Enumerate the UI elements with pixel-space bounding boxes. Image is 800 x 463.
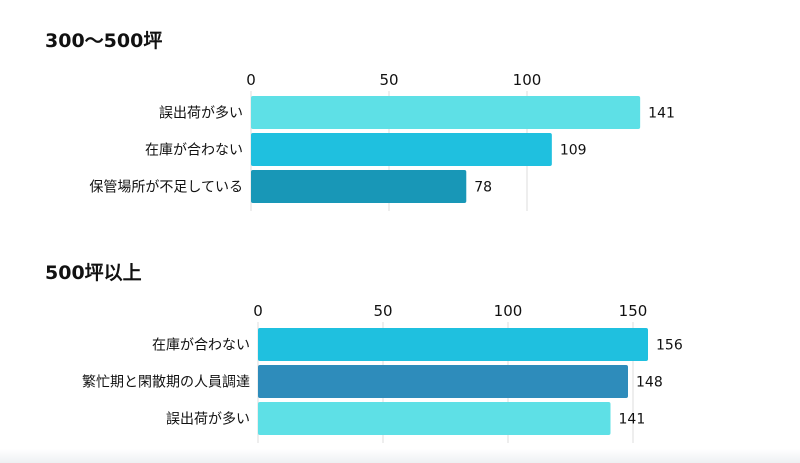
x-tick-label: 150 xyxy=(619,302,648,320)
x-tick-label: 100 xyxy=(513,71,542,89)
x-tick-label: 0 xyxy=(253,302,263,320)
value-label: 109 xyxy=(560,143,587,159)
value-label: 141 xyxy=(619,412,646,428)
value-label: 141 xyxy=(648,106,675,122)
value-label: 156 xyxy=(656,338,683,354)
x-tick-label: 0 xyxy=(246,71,256,89)
category-label: 在庫が合わない xyxy=(145,142,243,159)
x-tick-label: 50 xyxy=(373,302,392,320)
value-label: 148 xyxy=(636,375,663,391)
category-label: 誤出荷が多い xyxy=(166,411,250,428)
chart-1: 300〜500坪 0 50 100 誤出荷が多い 141 在庫が合わない 109 保管場所が不足… xyxy=(45,30,675,211)
bar xyxy=(251,96,641,129)
bar xyxy=(251,170,467,203)
chart-title: 500坪以上 xyxy=(45,262,142,284)
bar xyxy=(251,133,552,166)
category-label: 在庫が合わない xyxy=(152,337,250,354)
bar xyxy=(258,402,611,435)
bottom-fade xyxy=(0,449,800,463)
x-tick-label: 100 xyxy=(494,302,523,320)
value-label: 78 xyxy=(474,180,492,196)
x-tick-label: 50 xyxy=(379,71,398,89)
bar xyxy=(258,328,648,361)
category-label: 誤出荷が多い xyxy=(159,105,243,122)
category-label: 繁忙期と閑散期の人員調達 xyxy=(82,375,250,391)
bar xyxy=(258,365,628,398)
category-label: 保管場所が不足している xyxy=(89,180,243,196)
chart-title: 300〜500坪 xyxy=(45,30,162,52)
chart-2: 500坪以上 0 50 100 150 在庫が合わない 156 繁忙期と閑散期の人員調達 148… xyxy=(45,262,683,443)
